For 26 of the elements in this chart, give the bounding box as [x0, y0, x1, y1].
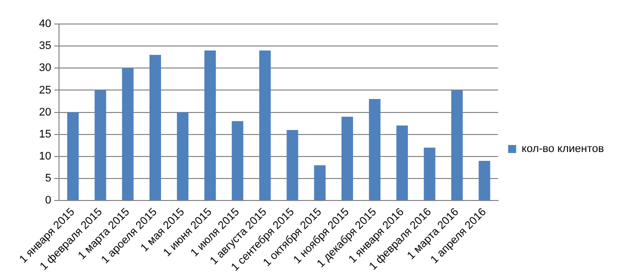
bar [314, 165, 326, 200]
y-tick-label: 35 [38, 40, 52, 52]
bar [424, 148, 436, 200]
bar [451, 90, 463, 200]
bar [94, 90, 106, 200]
y-tick-label: 40 [38, 18, 52, 30]
y-tick-label: 15 [38, 128, 52, 140]
bar [342, 116, 354, 200]
bar [122, 68, 134, 200]
y-tick-label: 0 [45, 194, 52, 207]
bar [149, 54, 162, 200]
y-tick-label: 10 [38, 150, 52, 162]
y-tick-label: 5 [45, 172, 52, 185]
legend-label: кол-во клиентов [522, 143, 604, 156]
bar [176, 112, 188, 200]
y-tick-label: 20 [38, 106, 52, 118]
bar [204, 50, 216, 200]
bar [67, 112, 79, 200]
bar [259, 50, 271, 200]
y-tick-label: 30 [38, 62, 52, 74]
bar [396, 126, 408, 200]
bar [286, 130, 298, 200]
bar [232, 121, 244, 200]
bar [478, 160, 490, 200]
y-tick-label: 25 [38, 84, 52, 96]
bar [368, 99, 380, 200]
